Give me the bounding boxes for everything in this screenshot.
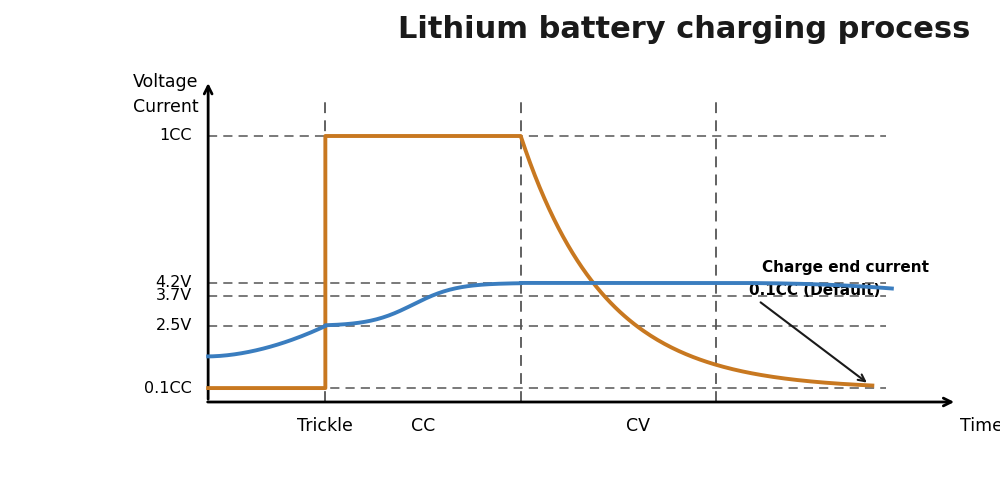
Text: Trickle: Trickle [297,417,353,435]
Text: Voltage: Voltage [133,72,199,90]
Text: CC: CC [411,417,435,435]
Text: Time: Time [960,417,1000,435]
Text: 0.1CC (Default): 0.1CC (Default) [749,283,880,298]
Text: 1CC: 1CC [159,128,192,144]
Text: 0.1CC: 0.1CC [144,380,192,396]
Text: 2.5V: 2.5V [155,318,192,334]
Text: Current: Current [133,98,199,116]
Text: Charge end current: Charge end current [762,260,929,275]
Text: 3.7V: 3.7V [156,288,192,303]
Text: CV: CV [626,417,650,435]
Text: Lithium battery charging process: Lithium battery charging process [398,15,970,44]
Text: 4.2V: 4.2V [155,276,192,290]
